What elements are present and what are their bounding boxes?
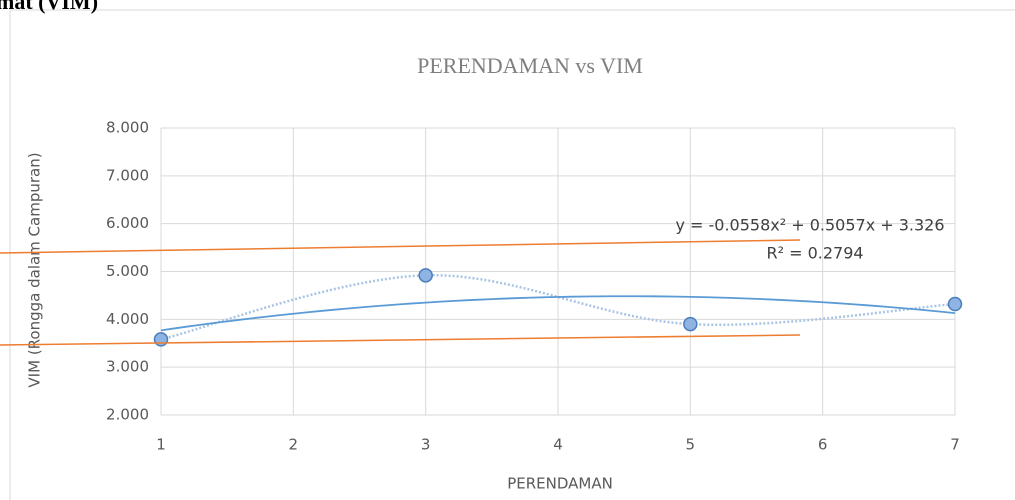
smooth-line [160, 274, 956, 341]
data-point [947, 296, 963, 312]
y-axis-label: VIM (Rongga dalam Campuran) [26, 152, 44, 387]
page-heading: mat (VIM) [0, 0, 98, 14]
y-tick-label: 3.000 [106, 358, 149, 376]
x-tick-label: 7 [950, 436, 960, 454]
trendline-r-squared: R² = 0.2794 [766, 244, 863, 263]
plot-area: 2.000 3.000 4.000 5.000 6.000 7.000 8.000 1 2 3 4 5… [106, 119, 963, 454]
x-tick-label: 5 [686, 436, 696, 454]
y-tick-label: 2.000 [106, 406, 149, 424]
chart-title: PERENDAMAN vs VIM [417, 53, 643, 78]
y-tick-label: 5.000 [106, 262, 149, 280]
y-tick-label: 8.000 [106, 119, 149, 137]
x-tick-label: 1 [156, 436, 166, 454]
data-point [153, 332, 169, 347]
trendline-equation: y = -0.0558x² + 0.5057x + 3.326 [675, 216, 944, 235]
x-tick-label: 3 [421, 436, 431, 454]
data-point [418, 268, 433, 283]
chart-frame [9, 9, 1015, 500]
y-tick-label: 4.000 [106, 310, 149, 328]
x-axis-label: PERENDAMAN [507, 475, 613, 493]
data-point [683, 316, 698, 332]
annotation-line [0, 334, 801, 346]
trendline [160, 295, 956, 332]
x-tick-label: 6 [818, 436, 828, 454]
annotation-line [0, 239, 801, 254]
x-tick-label: 4 [553, 436, 563, 454]
y-tick-label: 6.000 [106, 214, 149, 232]
y-tick-label: 7.000 [106, 166, 149, 184]
x-tick-label: 2 [289, 436, 299, 454]
